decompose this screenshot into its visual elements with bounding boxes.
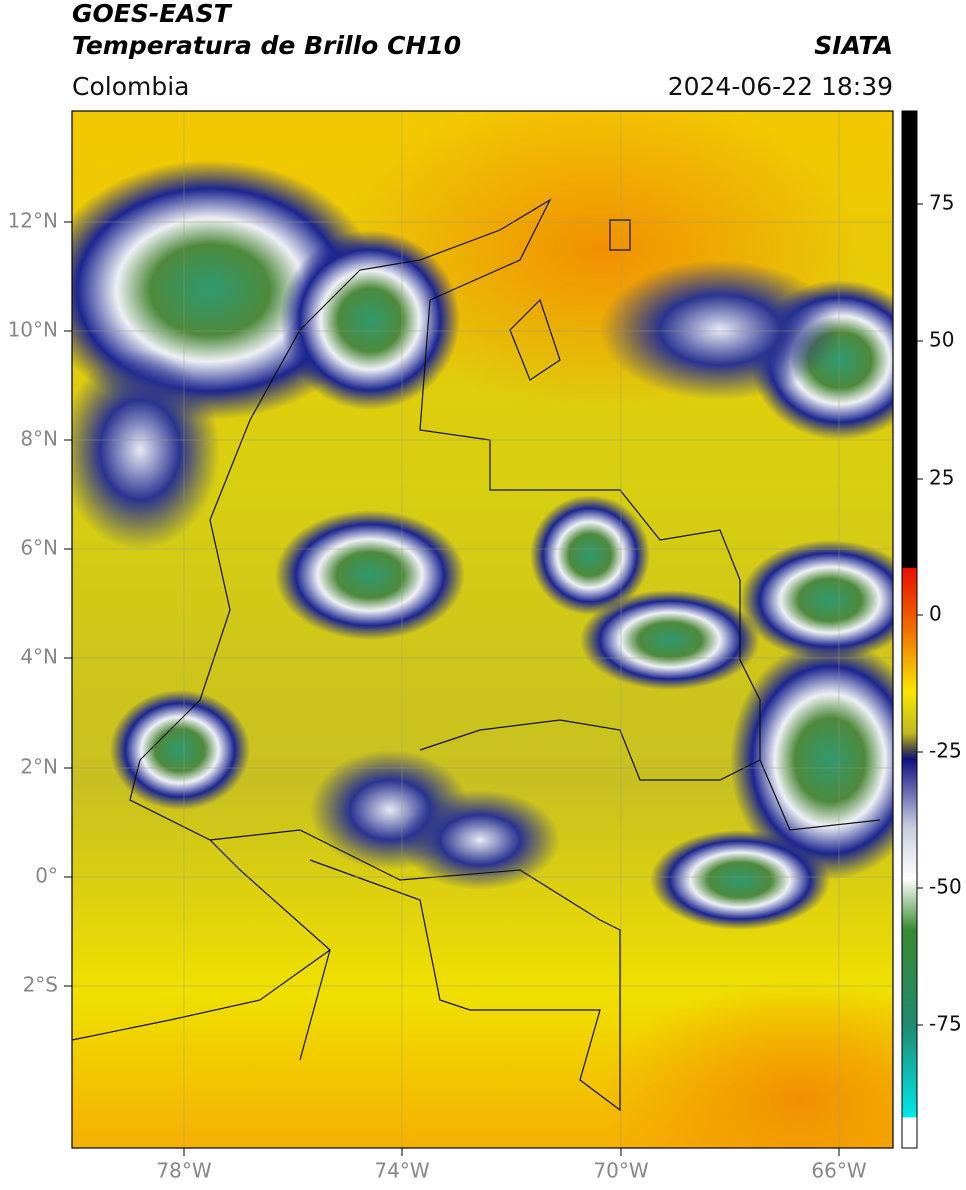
lon-label: 66°W [811, 1159, 866, 1183]
subtitle: Temperatura de Brillo CH10 [72, 31, 461, 60]
lat-label: 10°N [8, 318, 58, 342]
lon-label: 70°W [593, 1159, 648, 1183]
labels: 12°N 10°N 8°N 6°N 4°N 2°N 0° 2°S 78°W 74°W 70°W 66°… [8, 191, 962, 1183]
title: GOES-EAST [72, 0, 233, 28]
lat-label: 6°N [20, 536, 58, 560]
graticule [72, 111, 893, 1148]
lat-label: 12°N [8, 209, 58, 233]
lat-label: 2°S [23, 973, 58, 997]
lat-label: 4°N [20, 645, 58, 669]
lon-label: 74°W [374, 1159, 429, 1183]
region: Colombia [72, 72, 189, 101]
colorbar-tick-label: 75 [929, 191, 954, 215]
colorbar-tick-label: -50 [929, 875, 962, 899]
colorbar-tick-label: 25 [929, 466, 954, 490]
lat-label: 2°N [20, 755, 58, 779]
timestamp: 2024-06-22 18:39 [668, 72, 893, 101]
colorbar-tick-label: 0 [929, 602, 942, 626]
satellite-image [72, 111, 893, 1148]
colorbar [901, 110, 918, 1149]
colorbar-tick-label: 50 [929, 328, 954, 352]
map-frame [71, 110, 894, 1149]
lat-label: 8°N [20, 427, 58, 451]
lat-label: 0° [35, 864, 58, 888]
colorbar-tick-label: -75 [929, 1012, 962, 1036]
lon-label: 78°W [156, 1159, 211, 1183]
colorbar-tick-label: -25 [929, 739, 962, 763]
source: SIATA [814, 31, 893, 60]
